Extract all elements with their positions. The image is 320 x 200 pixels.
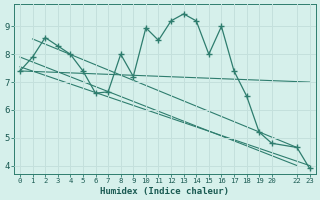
X-axis label: Humidex (Indice chaleur): Humidex (Indice chaleur) xyxy=(100,187,229,196)
